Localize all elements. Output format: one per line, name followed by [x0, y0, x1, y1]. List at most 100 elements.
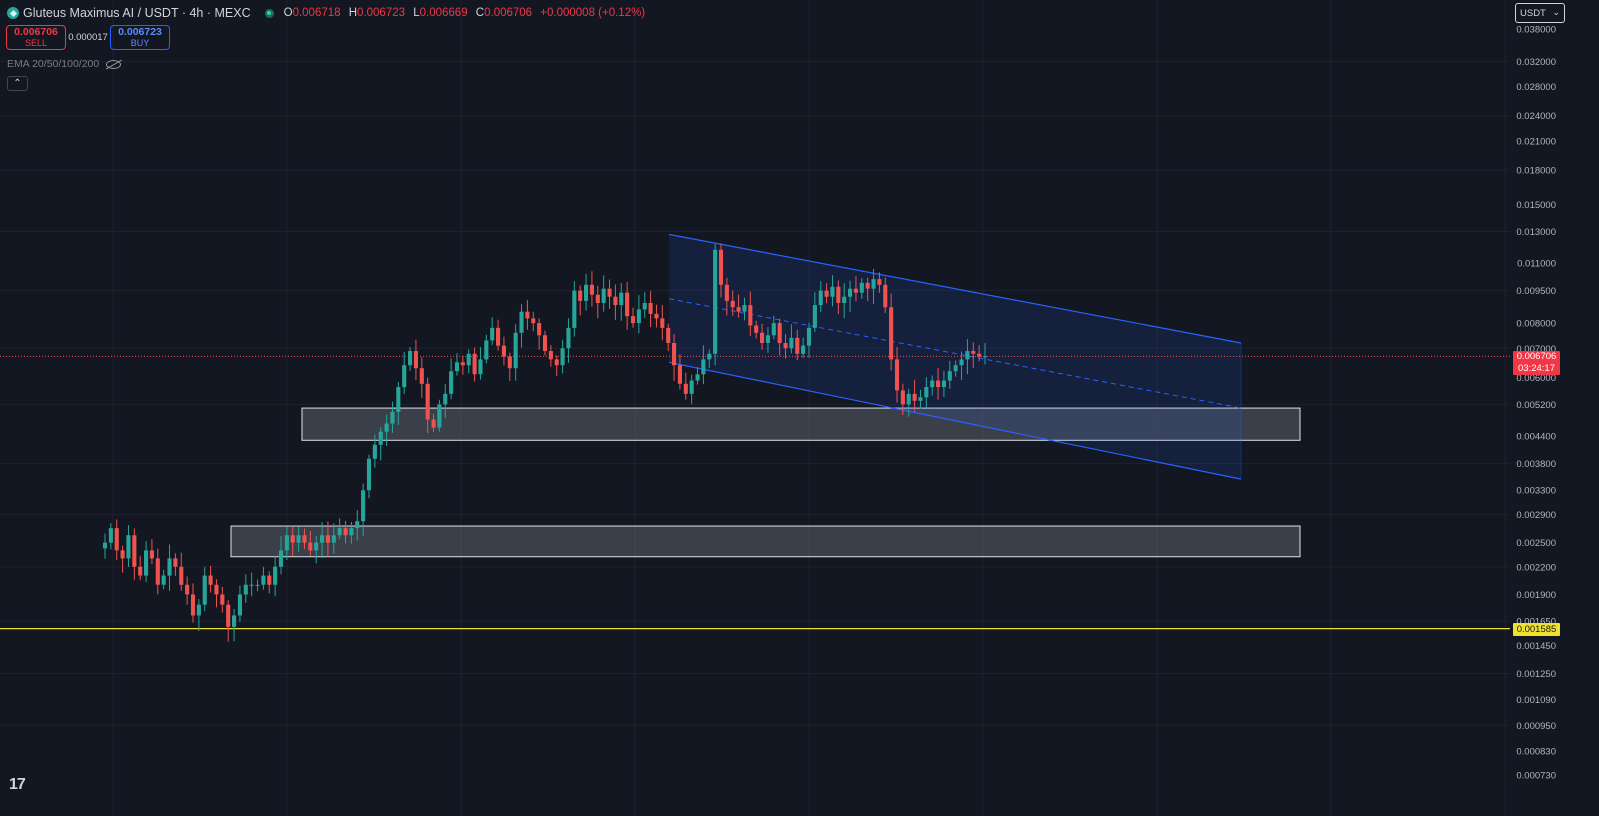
candle-body	[408, 351, 413, 366]
candle-body	[243, 584, 248, 595]
tradingview-logo[interactable]: 17	[9, 776, 26, 793]
candle-body	[648, 302, 653, 314]
candle-body	[237, 594, 242, 616]
candle-body	[689, 380, 694, 394]
candle-body	[267, 575, 272, 585]
candle-body	[255, 584, 260, 586]
candle-body	[378, 431, 383, 445]
candle-body	[366, 458, 372, 491]
candle-body	[912, 393, 917, 401]
candle-body	[161, 575, 166, 585]
candle-body	[560, 348, 565, 366]
candle-body	[584, 284, 589, 301]
candle-body	[261, 575, 266, 585]
candle-body	[490, 327, 495, 341]
candle-body	[484, 340, 489, 360]
open-value: 0.006718	[292, 7, 341, 19]
candle-body	[959, 359, 964, 366]
candle-body	[196, 604, 201, 616]
candle-body	[537, 323, 542, 336]
candle-body	[114, 528, 119, 551]
candle-body	[795, 337, 800, 354]
candle-body	[331, 535, 336, 543]
axis-tick-label: 0.003800	[1516, 459, 1556, 470]
support-zones	[230, 407, 1301, 558]
axis-tick-label: 0.000730	[1516, 771, 1556, 782]
axis-tick-label: 0.009500	[1516, 286, 1556, 297]
candle-body	[296, 535, 301, 543]
candle-body	[402, 365, 407, 388]
candle-body	[595, 294, 600, 303]
candle-body	[302, 535, 307, 543]
axis-tick-label: 0.000950	[1516, 721, 1556, 732]
low-label: L	[413, 7, 420, 19]
candle-body	[460, 362, 465, 366]
axis-tick-label: 0.021000	[1516, 136, 1556, 147]
candle-body	[783, 342, 788, 349]
candle-body	[812, 305, 817, 328]
indicator-legend[interactable]: EMA 20/50/100/200	[7, 58, 122, 70]
candle-body	[396, 387, 401, 412]
channel-lower-line	[668, 361, 1242, 480]
candle-body	[355, 521, 360, 529]
ohlc-legend: O0.006718 H0.006723 L0.006669 C0.006706 …	[284, 7, 646, 19]
high-value: 0.006723	[357, 7, 406, 19]
candle-body	[924, 387, 929, 398]
hidden-eye-icon[interactable]	[106, 59, 122, 69]
candle-body	[760, 332, 765, 343]
candle-body	[554, 359, 559, 366]
axis-tick-label: 0.007000	[1516, 344, 1556, 355]
candle-body	[601, 288, 606, 303]
change-value: +0.000008 (+0.12%)	[540, 7, 646, 19]
sell-button[interactable]: 0.006706 SELL	[6, 25, 66, 50]
candle-body	[120, 550, 125, 559]
coin-logo-icon	[7, 7, 19, 19]
candle-body	[384, 423, 389, 432]
candle-body	[736, 307, 741, 312]
candle-body	[525, 311, 530, 319]
candle-body	[531, 318, 536, 324]
candle-body	[947, 371, 952, 381]
candle-body	[249, 584, 254, 586]
axis-tick-label: 0.001650	[1516, 617, 1556, 628]
candle-body	[173, 558, 178, 567]
channel-upper-line	[668, 233, 1242, 344]
candle-body	[625, 292, 630, 317]
candle-body	[730, 300, 735, 308]
candle-body	[320, 535, 325, 543]
candle-body	[126, 535, 131, 559]
candle-body	[801, 345, 806, 354]
candle-body	[232, 615, 237, 627]
candle-body	[818, 290, 823, 306]
candle-body	[349, 528, 354, 536]
candle-body	[900, 390, 905, 405]
candle-body	[859, 282, 864, 293]
candle-body	[636, 309, 641, 324]
price-axis: 0.038000 0.032000 0.028000 0.024000 0.021000…	[1516, 25, 1556, 782]
sell-price: 0.006706	[14, 25, 58, 38]
candle-body	[941, 380, 946, 388]
candle-body	[548, 351, 553, 360]
candle-body	[777, 323, 782, 343]
candle-body	[578, 290, 583, 301]
buy-button[interactable]: 0.006723 BUY	[110, 25, 170, 50]
candle-body	[419, 368, 424, 384]
candle-body	[936, 380, 941, 388]
symbol-title[interactable]: Gluteus Maximus AI / USDT · 4h · MEXC	[23, 6, 251, 20]
axis-tick-label: 0.024000	[1516, 111, 1556, 122]
candle-body	[724, 284, 729, 301]
candle-body	[683, 383, 688, 394]
candle-body	[519, 311, 524, 333]
currency-select[interactable]: USDT ⌄	[1515, 3, 1565, 23]
candles	[102, 243, 988, 642]
candle-body	[513, 332, 518, 369]
candle-body	[202, 575, 207, 605]
support-zone	[301, 407, 1301, 441]
collapse-legend-button[interactable]: ⌃	[7, 76, 28, 91]
axis-tick-label: 0.001250	[1516, 669, 1556, 680]
axis-tick-label: 0.028000	[1516, 82, 1556, 93]
indicator-label: EMA 20/50/100/200	[7, 58, 100, 70]
channel-median-line	[668, 298, 1242, 409]
axis-tick-label: 0.013000	[1516, 227, 1556, 238]
